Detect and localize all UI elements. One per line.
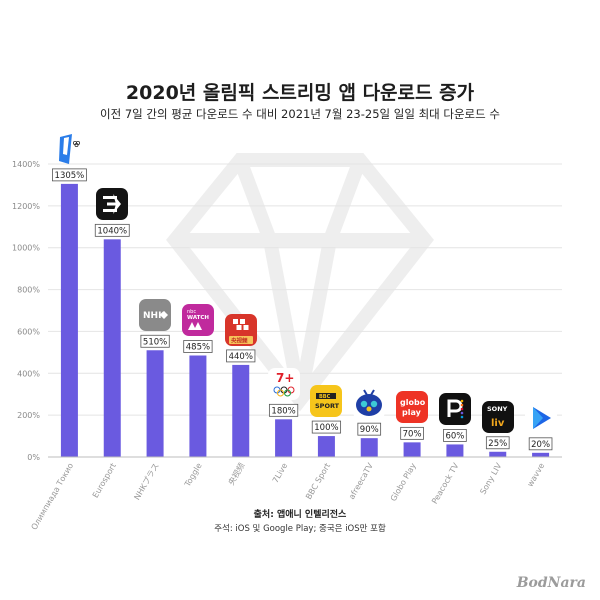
category-label: Peacock TV xyxy=(430,461,461,505)
footnote: 주석: iOS 및 Google Play; 중국은 iOS만 포함 xyxy=(214,524,386,534)
sony-icon-bottom-text: liv xyxy=(491,418,505,429)
value-label-box xyxy=(357,422,382,436)
diamond-watermark-icon xyxy=(166,153,434,412)
category-label: Toggle xyxy=(182,461,203,489)
y-tick-label: 1400% xyxy=(12,160,40,169)
bar xyxy=(146,350,164,457)
bar xyxy=(317,436,335,457)
y-tick-label: 1200% xyxy=(12,202,40,211)
category-label: NHKプラス xyxy=(132,462,160,502)
bar xyxy=(446,444,464,457)
value-label-box xyxy=(528,437,553,451)
value-label: 90% xyxy=(360,425,379,435)
bar xyxy=(403,442,421,457)
value-label: 485% xyxy=(186,342,210,352)
value-label: 440% xyxy=(229,352,253,362)
category-label: BBC Sport xyxy=(304,462,332,502)
value-label: 1305% xyxy=(55,171,85,181)
category-label: Globo Play xyxy=(389,461,418,503)
value-label: 510% xyxy=(143,337,167,347)
chart-subtitle: 이전 7일 간의 평균 다운로드 수 대비 2021년 7월 23-25일 일일… xyxy=(100,107,500,121)
cctv-icon-text: 央视频 xyxy=(231,336,248,344)
globo-icon-bottom-text: play xyxy=(402,408,422,417)
nbc-icon-top-text: nbc xyxy=(187,309,196,315)
globo-icon-top-text: globo xyxy=(400,398,426,407)
cctv-video-icon: 央视频 xyxy=(224,313,257,346)
value-label-box xyxy=(226,349,256,363)
eurosport-icon xyxy=(96,188,129,221)
nbc-watch-icon: nbc WATCH xyxy=(181,304,214,337)
peacock-icon xyxy=(438,393,471,426)
y-tick-label: 0% xyxy=(27,453,40,462)
value-label-box xyxy=(140,334,170,348)
category-label: Sony LIV xyxy=(478,461,503,496)
bbc-icon-top-text: BBC xyxy=(319,394,331,400)
bar xyxy=(103,239,121,457)
value-label: 1040% xyxy=(97,226,127,236)
value-label: 180% xyxy=(271,406,295,416)
bar xyxy=(275,419,293,457)
y-tick-label: 600% xyxy=(17,327,40,336)
category-label: 7Live xyxy=(271,461,290,484)
source-note: 출처: 앱애니 인텔리전스 xyxy=(253,510,347,520)
bbc-icon-bottom-text: SPORT xyxy=(315,402,340,410)
brand-logo: BodNara xyxy=(516,575,586,591)
y-tick-label: 400% xyxy=(17,369,40,378)
value-label-box xyxy=(268,403,299,417)
value-label: 70% xyxy=(403,429,422,439)
chart-title: 2020년 올림픽 스트리밍 앱 다운로드 증가 xyxy=(125,82,475,104)
category-label: wavve xyxy=(526,461,547,488)
value-label-box xyxy=(94,223,130,237)
wavve-icon xyxy=(524,401,557,434)
value-label-box xyxy=(400,426,424,440)
category-label: Eurosport xyxy=(91,462,118,500)
value-label: 25% xyxy=(488,439,507,449)
afreeca-tv-icon xyxy=(353,387,386,420)
value-label-box xyxy=(183,340,213,353)
bar xyxy=(360,438,378,457)
y-tick-label: 200% xyxy=(17,411,40,420)
bbc-sport-icon: BBC SPORT xyxy=(310,385,343,418)
value-label-box xyxy=(443,429,467,442)
bar xyxy=(489,451,507,457)
sony-icon-top-text: SONY xyxy=(487,405,508,413)
nhk-icon-text: NHK xyxy=(143,311,166,321)
value-label: 20% xyxy=(531,440,550,450)
value-label-box xyxy=(485,436,510,450)
y-tick-label: 1000% xyxy=(12,244,40,253)
category-label: afreecaTV xyxy=(347,461,375,501)
y-tick-label: 800% xyxy=(17,286,40,295)
value-label-box xyxy=(311,420,342,434)
value-label: 100% xyxy=(314,423,338,433)
bar xyxy=(189,355,207,457)
bar xyxy=(232,364,250,457)
nhk-plus-icon: NHK xyxy=(139,299,172,332)
category-label: 央视频 xyxy=(226,461,247,487)
sony-liv-icon: SONY liv xyxy=(481,400,514,433)
nbc-icon-mid-text: WATCH xyxy=(187,315,209,321)
value-label-box xyxy=(52,168,87,182)
bar xyxy=(532,452,550,457)
globo-play-icon: globo play xyxy=(396,391,429,424)
seven-plus-icon: 7+ xyxy=(267,368,300,401)
seven-icon-text: 7+ xyxy=(276,371,294,385)
olympic-one-icon xyxy=(56,133,82,165)
bar xyxy=(60,183,78,457)
value-label: 60% xyxy=(445,431,464,441)
